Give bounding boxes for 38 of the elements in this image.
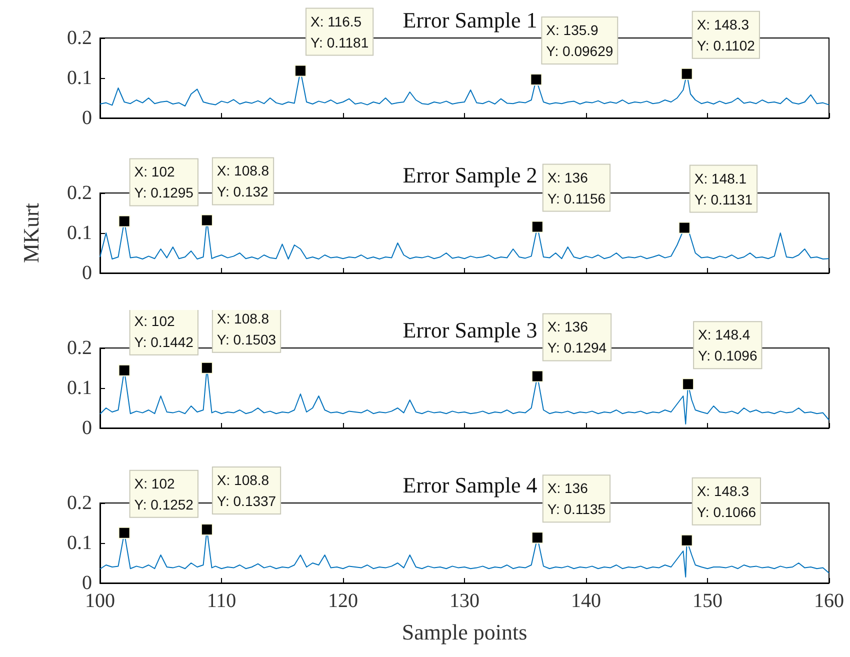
y-tick-label: 0.2 [67, 492, 92, 514]
x-tick-label: 110 [206, 590, 236, 612]
annotation: X: 135.9 Y: 0.09629 [546, 22, 614, 59]
x-axis-title: Sample points [402, 620, 528, 644]
y-tick-label: 0.1 [67, 377, 92, 399]
y-tick-label: 0 [82, 262, 92, 284]
y-axis-title: MKurt [18, 203, 44, 263]
x-tick-label: 140 [571, 590, 601, 612]
x-tick-label: 130 [450, 590, 480, 612]
annotation: X: 136 Y: 0.1294 [547, 318, 607, 356]
annotation: X: 148.3 Y: 0.1102 [696, 16, 756, 54]
annotation: X: 148.3 Y: 0.1066 [696, 482, 756, 520]
annotation: X: 108.8 Y: 0.1503 [216, 310, 276, 348]
chart-title: Error Sample 1 [402, 8, 538, 32]
y-tick-label: 0 [82, 417, 92, 439]
annotation: X: 102 Y: 0.1295 [134, 164, 194, 201]
chart-title: Error Sample 3 [402, 318, 538, 342]
y-tick-label: 0.1 [67, 532, 92, 554]
x-tick-label: 150 [692, 590, 722, 612]
annotation: X: 102 Y: 0.1442 [134, 312, 194, 350]
y-tick-label: 0.1 [67, 222, 92, 244]
annotation: X: 148.1 Y: 0.1131 [694, 170, 753, 208]
x-tick-label: 160 [814, 590, 844, 612]
y-tick-label: 0.2 [67, 182, 92, 204]
annotation: X: 108.8 Y: 0.1337 [216, 472, 276, 510]
chart-title: Error Sample 4 [402, 472, 538, 498]
y-tick-label: 0.1 [67, 67, 92, 89]
annotation: X: 108.8 Y: 0.132 [216, 162, 270, 200]
annotation: X: 136 Y: 0.1135 [547, 480, 606, 518]
y-tick-label: 0 [82, 107, 92, 129]
chart-title: Error Sample 2 [402, 162, 538, 188]
y-tick-label: 0.2 [67, 27, 92, 49]
annotation: X: 102 Y: 0.1252 [134, 475, 194, 512]
x-tick-label: 120 [328, 590, 358, 612]
annotation: X: 136 Y: 0.1156 [547, 169, 606, 206]
annotation: X: 148.4 Y: 0.1096 [698, 326, 758, 364]
annotation: X: 116.5 Y: 0.1181 [310, 13, 369, 50]
y-tick-label: 0.2 [67, 337, 92, 359]
